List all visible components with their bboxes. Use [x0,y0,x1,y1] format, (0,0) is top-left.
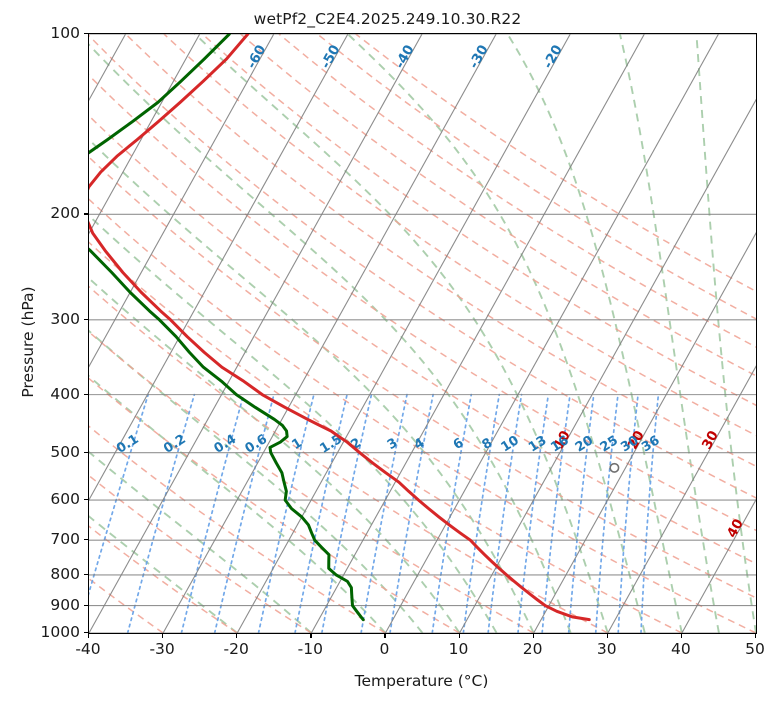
pressure-tick-label: 200 [50,204,80,223]
dry-adiabat-lines [89,34,756,633]
svg-text:-60: -60 [244,42,270,71]
temperature-tick-mark [458,634,460,638]
svg-text:-50: -50 [318,42,344,71]
y-axis-label: Pressure (hPa) [19,286,37,398]
pressure-tick-mark [84,393,88,395]
svg-text:10: 10 [551,428,574,452]
temperature-tick-mark [236,634,238,638]
temperature-tick-label: 30 [596,640,617,658]
isotherm-lines [89,34,756,633]
mixing-ratio-lines [89,393,660,633]
pressure-tick-mark [84,573,88,576]
pressure-tick-mark [84,213,88,215]
pressure-tick-label: 700 [50,530,80,549]
temperature-tick-label: 20 [522,640,543,658]
lcl-marker [609,462,620,473]
pressure-tick-label: 300 [50,309,80,328]
temperature-tick-label: -40 [75,640,101,658]
svg-text:25: 25 [598,433,621,455]
pressure-tick-mark [84,604,88,606]
temperature-tick-label: 50 [745,640,765,658]
temperature-tick-mark [162,634,164,638]
temperature-tick-mark [606,634,608,638]
pressure-tick-mark [84,632,88,634]
temperature-tick-mark [384,634,386,638]
page-title: wetPf2_C2E4.2025.249.10.30.R22 [253,10,522,28]
temperature-tick-label: -10 [297,640,323,658]
x-axis-label: Temperature (°C) [354,672,489,690]
pressure-tick-label: 900 [50,595,80,614]
temperature-tick-mark [88,634,90,638]
svg-text:20: 20 [573,433,596,455]
pressure-tick-label: 400 [50,384,80,403]
pressure-tick-mark [84,451,88,453]
moist-adiabat-lines [89,34,756,633]
temperature-tick-label: 40 [671,640,691,658]
temperature-tick-label: 0 [379,640,390,658]
pressure-tick-label: 500 [50,442,80,461]
pressure-tick-mark [84,539,88,541]
pressure-tick-label: 100 [50,24,80,42]
pressure-tick-label: 600 [50,490,80,509]
pressure-axis-ticks: 100 200 300 400 500 600 700 800 900 1000 [20,0,80,708]
plot-area: -60 -50 -40 -30 -20 10 20 30 40 0.1 0.2 0.4 0.6 1 1.5 2… [88,33,757,634]
svg-text:-30: -30 [466,42,492,71]
temperature-tick-label: 10 [448,640,469,658]
pressure-tick-mark [84,318,88,320]
temperature-tick-mark [680,634,683,638]
temperature-tick-mark [310,634,312,638]
temperature-tick-label: -20 [223,640,249,658]
temperature-tick-mark [532,634,534,638]
temperature-tick-label: -30 [149,640,175,658]
isobar-lines [89,34,756,633]
svg-text:-40: -40 [392,42,418,71]
pressure-tick-mark [84,33,88,35]
pressure-tick-label: 1000 [40,623,80,641]
svg-text:-20: -20 [540,42,566,71]
pressure-tick-mark [84,499,88,501]
svg-text:1: 1 [289,436,305,454]
svg-text:40: 40 [724,516,747,540]
pressure-tick-label: 800 [50,564,80,583]
temperature-tick-mark [755,634,757,638]
sounding-profiles [89,34,591,622]
svg-text:20: 20 [625,428,648,452]
svg-text:30: 30 [699,428,722,452]
